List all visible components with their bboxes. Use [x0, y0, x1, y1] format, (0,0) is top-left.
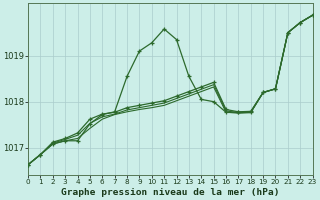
X-axis label: Graphe pression niveau de la mer (hPa): Graphe pression niveau de la mer (hPa): [61, 188, 280, 197]
